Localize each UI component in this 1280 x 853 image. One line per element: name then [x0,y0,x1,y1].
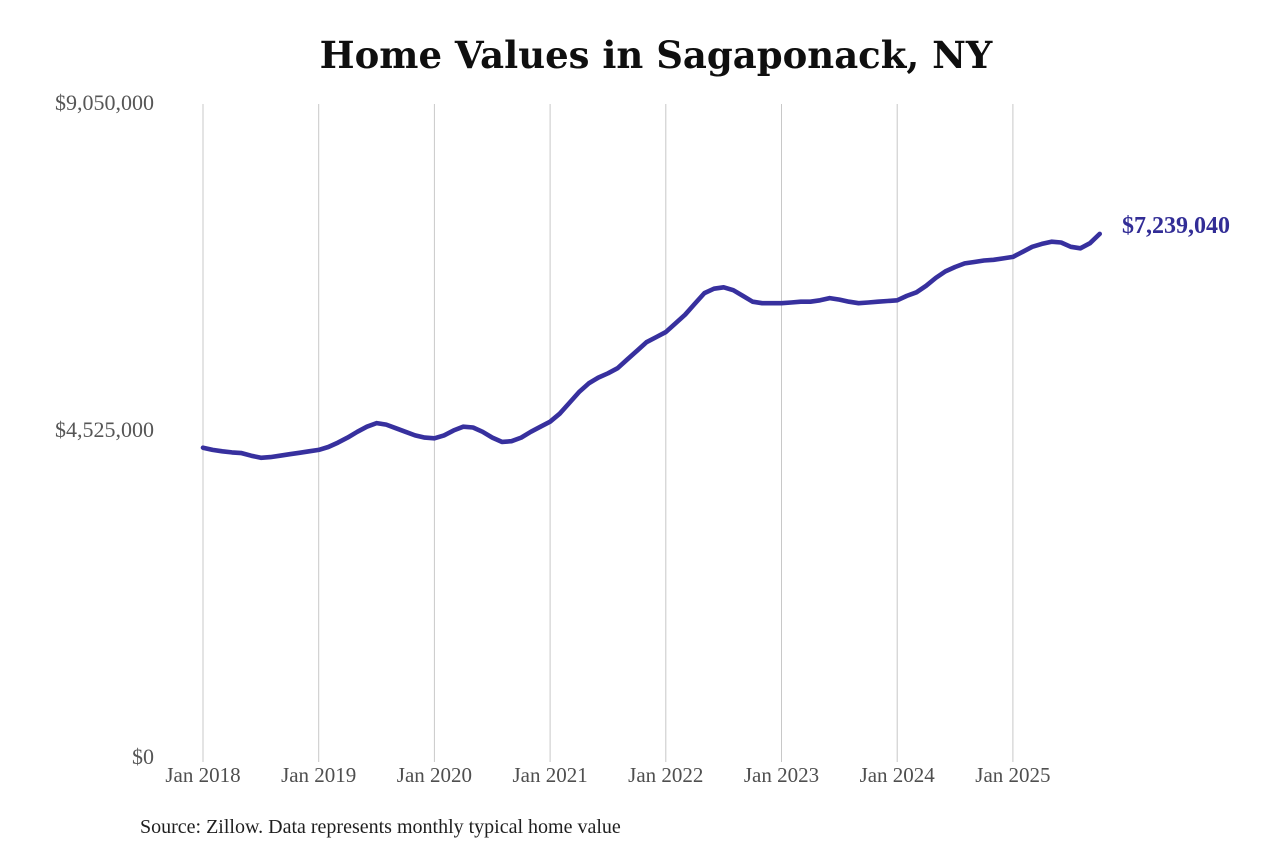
y-axis-tick-label-zero: $0 [132,744,154,769]
x-axis-tick-label: Jan 2021 [512,763,588,787]
y-axis-tick-label-max: $9,050,000 [55,90,154,115]
chart-title: Home Values in Sagaponack, NY [319,33,993,77]
x-axis-tick-label: Jan 2025 [975,763,1051,787]
x-axis-tick-label: Jan 2023 [743,763,820,787]
home-value-series-line [200,231,1102,461]
x-axis-tick-label: Jan 2020 [396,763,473,787]
y-axis-tick-label-mid: $4,525,000 [55,417,154,442]
x-axis-tick-label: Jan 2024 [859,763,935,787]
source-attribution: Source: Zillow. Data represents monthly … [140,816,621,838]
x-axis-tick-label: Jan 2022 [628,763,704,787]
latest-value-label: $7,239,040 [1122,213,1230,239]
x-axis-tick-label: Jan 2019 [281,763,357,787]
x-axis-tick-label: Jan 2018 [165,763,241,787]
